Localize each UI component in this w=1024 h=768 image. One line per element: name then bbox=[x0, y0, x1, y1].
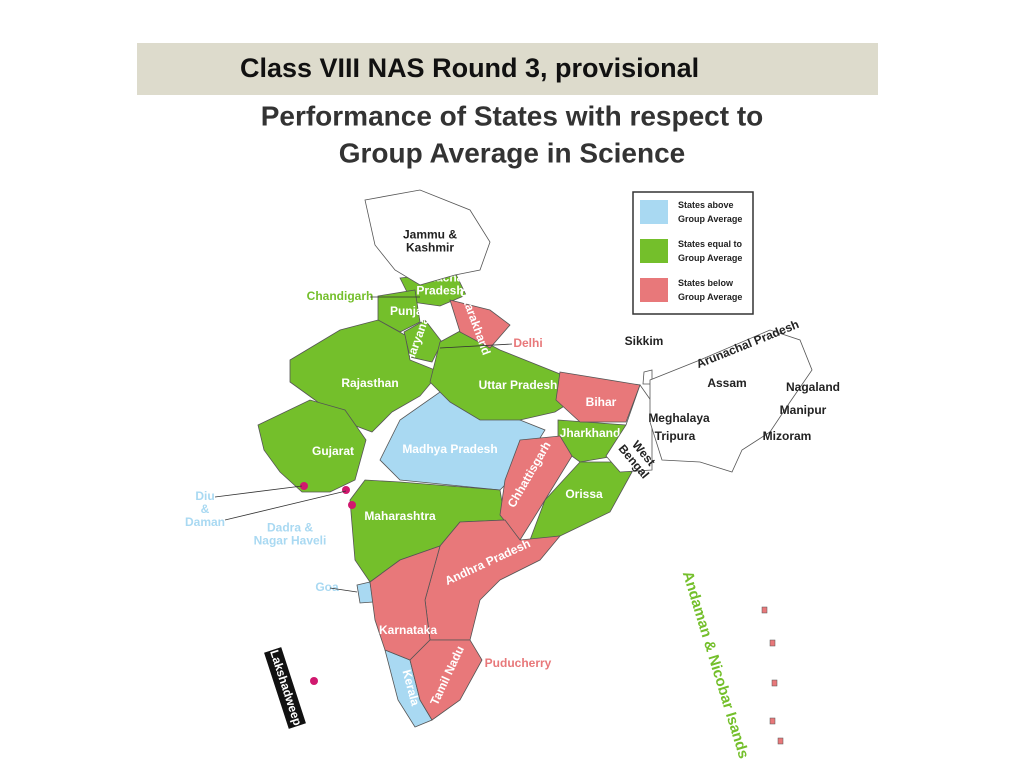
callout-line bbox=[224, 490, 347, 521]
region-label: Chandigarh bbox=[307, 289, 374, 303]
label-line: Madhya Pradesh bbox=[402, 442, 497, 456]
label-line: Uttar Pradesh bbox=[479, 378, 558, 392]
label-line: Assam bbox=[707, 376, 746, 390]
legend-line: Group Average bbox=[678, 292, 742, 302]
label-line: Andaman & Nicobar Isands bbox=[679, 569, 752, 760]
label-line: Punjab bbox=[390, 304, 430, 318]
header-title: Class VIII NAS Round 3, provisional bbox=[240, 53, 700, 83]
label-line: Jammu & bbox=[403, 228, 457, 242]
legend-line: Group Average bbox=[678, 214, 742, 224]
ut-dot bbox=[342, 486, 350, 494]
legend-label: States below Group Average bbox=[678, 278, 742, 302]
region-label: Orissa bbox=[565, 487, 603, 501]
ut-dot bbox=[310, 677, 318, 685]
region-label: Diu & Daman bbox=[185, 489, 225, 529]
region-label: Uttar Pradesh bbox=[479, 378, 558, 392]
label-line: Daman bbox=[185, 515, 225, 529]
callout-line bbox=[214, 485, 303, 498]
region-label: Meghalaya bbox=[648, 411, 710, 425]
region bbox=[605, 384, 653, 473]
legend-line: States below bbox=[678, 278, 734, 288]
region-label: Goa bbox=[315, 580, 339, 594]
legend-label: States equal to Group Average bbox=[678, 239, 743, 263]
label-line: Nagaland bbox=[786, 380, 840, 394]
label-line: Orissa bbox=[565, 487, 603, 501]
region-label: Mizoram bbox=[763, 429, 812, 443]
legend-swatch bbox=[640, 200, 668, 224]
header-bar: Class VIII NAS Round 3, provisional bbox=[137, 43, 878, 95]
label-line: Sikkim bbox=[625, 334, 664, 348]
label-line: Nagar Haveli bbox=[254, 534, 327, 548]
region-label: Gujarat bbox=[312, 444, 354, 458]
region bbox=[403, 319, 443, 363]
region bbox=[409, 639, 483, 721]
label-line: Tripura bbox=[655, 429, 696, 443]
legend-line: Group Average bbox=[678, 253, 742, 263]
ut-dot bbox=[300, 482, 308, 490]
label-line: Chandigarh bbox=[307, 289, 374, 303]
label-line: Jharkhand bbox=[560, 426, 621, 440]
label-line: Dadra & bbox=[267, 521, 313, 535]
region bbox=[555, 371, 641, 423]
ut-dot bbox=[348, 501, 356, 509]
region-label: Bihar bbox=[586, 395, 617, 409]
island bbox=[777, 737, 784, 745]
region bbox=[364, 189, 491, 286]
label-line: Mizoram bbox=[763, 429, 812, 443]
label-line: Karnataka bbox=[379, 623, 437, 637]
label-line: Kashmir bbox=[406, 241, 454, 255]
label-line: Delhi bbox=[513, 336, 542, 350]
region-label: Manipur bbox=[780, 403, 827, 417]
label-line: Gujarat bbox=[312, 444, 354, 458]
region-label: Madhya Pradesh bbox=[402, 442, 497, 456]
region-label: Karnataka bbox=[379, 623, 437, 637]
label-line: Pradesh bbox=[416, 284, 463, 298]
label-line: Bihar bbox=[586, 395, 617, 409]
region-label: Jammu & Kashmir bbox=[403, 228, 457, 255]
region-label: Jharkhand bbox=[560, 426, 621, 440]
callout-line bbox=[439, 343, 513, 349]
island bbox=[771, 679, 778, 687]
region bbox=[449, 299, 511, 349]
label-line: Goa bbox=[315, 580, 339, 594]
region bbox=[377, 289, 421, 333]
legend-swatch bbox=[640, 278, 668, 302]
island bbox=[769, 639, 776, 647]
region-label: Sikkim bbox=[625, 334, 664, 348]
callout-line bbox=[329, 587, 358, 593]
region-label: Assam bbox=[707, 376, 746, 390]
label-line: Maharashtra bbox=[364, 509, 436, 523]
label-line: Diu bbox=[195, 489, 214, 503]
region-label: Dadra & Nagar Haveli bbox=[254, 521, 327, 548]
region-label: Delhi bbox=[513, 336, 542, 350]
label-line: Manipur bbox=[780, 403, 827, 417]
legend-label: States above Group Average bbox=[678, 200, 742, 224]
label-line: Meghalaya bbox=[648, 411, 710, 425]
map-title: Performance of States with respect to bbox=[261, 100, 764, 131]
legend-line: States equal to bbox=[678, 239, 743, 249]
island bbox=[761, 606, 768, 614]
region bbox=[499, 435, 573, 541]
label-bg bbox=[264, 647, 306, 729]
region bbox=[289, 319, 441, 433]
map-title: Group Average in Science bbox=[339, 137, 686, 168]
region bbox=[649, 329, 813, 473]
island bbox=[769, 717, 776, 725]
region bbox=[257, 399, 367, 493]
region-label: Andaman & Nicobar Isands bbox=[679, 569, 752, 760]
region-label: Puducherry bbox=[485, 656, 552, 670]
region-label: Rajasthan bbox=[341, 376, 398, 390]
label-line: Rajasthan bbox=[341, 376, 398, 390]
legend-swatch bbox=[640, 239, 668, 263]
region-label: Maharashtra bbox=[364, 509, 436, 523]
label-line: & bbox=[201, 502, 210, 516]
label-line: Puducherry bbox=[485, 656, 552, 670]
region-label: Punjab bbox=[390, 304, 430, 318]
legend-line: States above bbox=[678, 200, 734, 210]
region-label: Nagaland bbox=[786, 380, 840, 394]
region-label: Tripura bbox=[655, 429, 696, 443]
